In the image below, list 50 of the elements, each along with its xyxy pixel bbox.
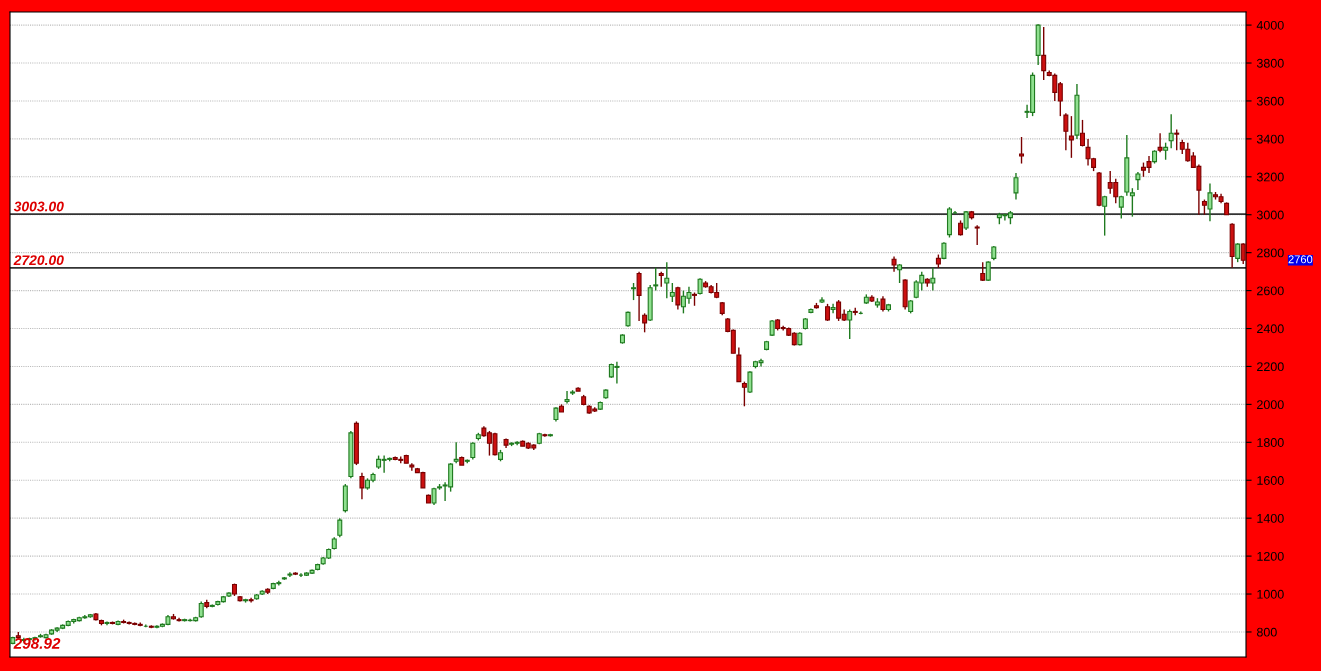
candlestick [1168, 113, 1174, 150]
y-tick-label: 1200 [1257, 551, 1284, 561]
candlestick [830, 303, 836, 315]
candlestick [359, 471, 365, 500]
candlestick [930, 267, 936, 292]
candlestick [1063, 112, 1069, 151]
candlestick [974, 224, 980, 246]
candlestick [642, 312, 648, 334]
candlestick [453, 441, 459, 464]
candlestick [1079, 119, 1085, 148]
candlestick [1207, 182, 1213, 223]
candlestick [669, 282, 675, 303]
y-tick-label: 3400 [1256, 134, 1284, 144]
y-tick-label: 1600 [1257, 476, 1284, 485]
annotation: 298.92 [13, 638, 61, 649]
candlestick [636, 270, 642, 322]
candlestick [1240, 242, 1246, 265]
y-tick-label: 2000 [1257, 400, 1284, 410]
candlestick [564, 390, 570, 405]
y-tick-label: 3800 [1256, 58, 1284, 68]
candlestick [1174, 128, 1180, 151]
y-tick-label: 2400 [1257, 324, 1284, 334]
candlestick [653, 267, 659, 292]
candlestick [847, 308, 853, 340]
y-tick-label: 1400 [1257, 513, 1284, 523]
ref-line-label: 2720.00 [13, 255, 64, 266]
y-tick-label: 2600 [1257, 286, 1284, 296]
y-tick-label: 2800 [1257, 248, 1284, 258]
y-tick-label: 800 [1256, 627, 1277, 637]
candlestick [1041, 26, 1047, 81]
candlestick [1102, 195, 1108, 237]
y-tick-label: 2200 [1257, 362, 1284, 372]
y-tick-label: 3600 [1256, 96, 1284, 106]
candlestick [1013, 172, 1019, 201]
y-tick-label: 4000 [1256, 20, 1284, 30]
candlestick [1157, 132, 1163, 153]
text: 2760 [1288, 255, 1313, 264]
candlestick [1019, 136, 1025, 165]
y-tick-label: 3200 [1256, 172, 1284, 182]
y-tick-label: 1000 [1257, 589, 1284, 599]
ref-line-label: 3003.00 [13, 201, 64, 212]
candlestick [1235, 242, 1241, 263]
candlestick [897, 263, 903, 284]
candlestick [1135, 171, 1141, 191]
candlestick [741, 380, 747, 407]
y-tick-label: 3000 [1256, 210, 1284, 220]
y-tick-label: 1800 [1257, 438, 1284, 447]
candlestick [664, 261, 670, 299]
candlestick [337, 517, 343, 538]
candlestick [1068, 115, 1074, 159]
